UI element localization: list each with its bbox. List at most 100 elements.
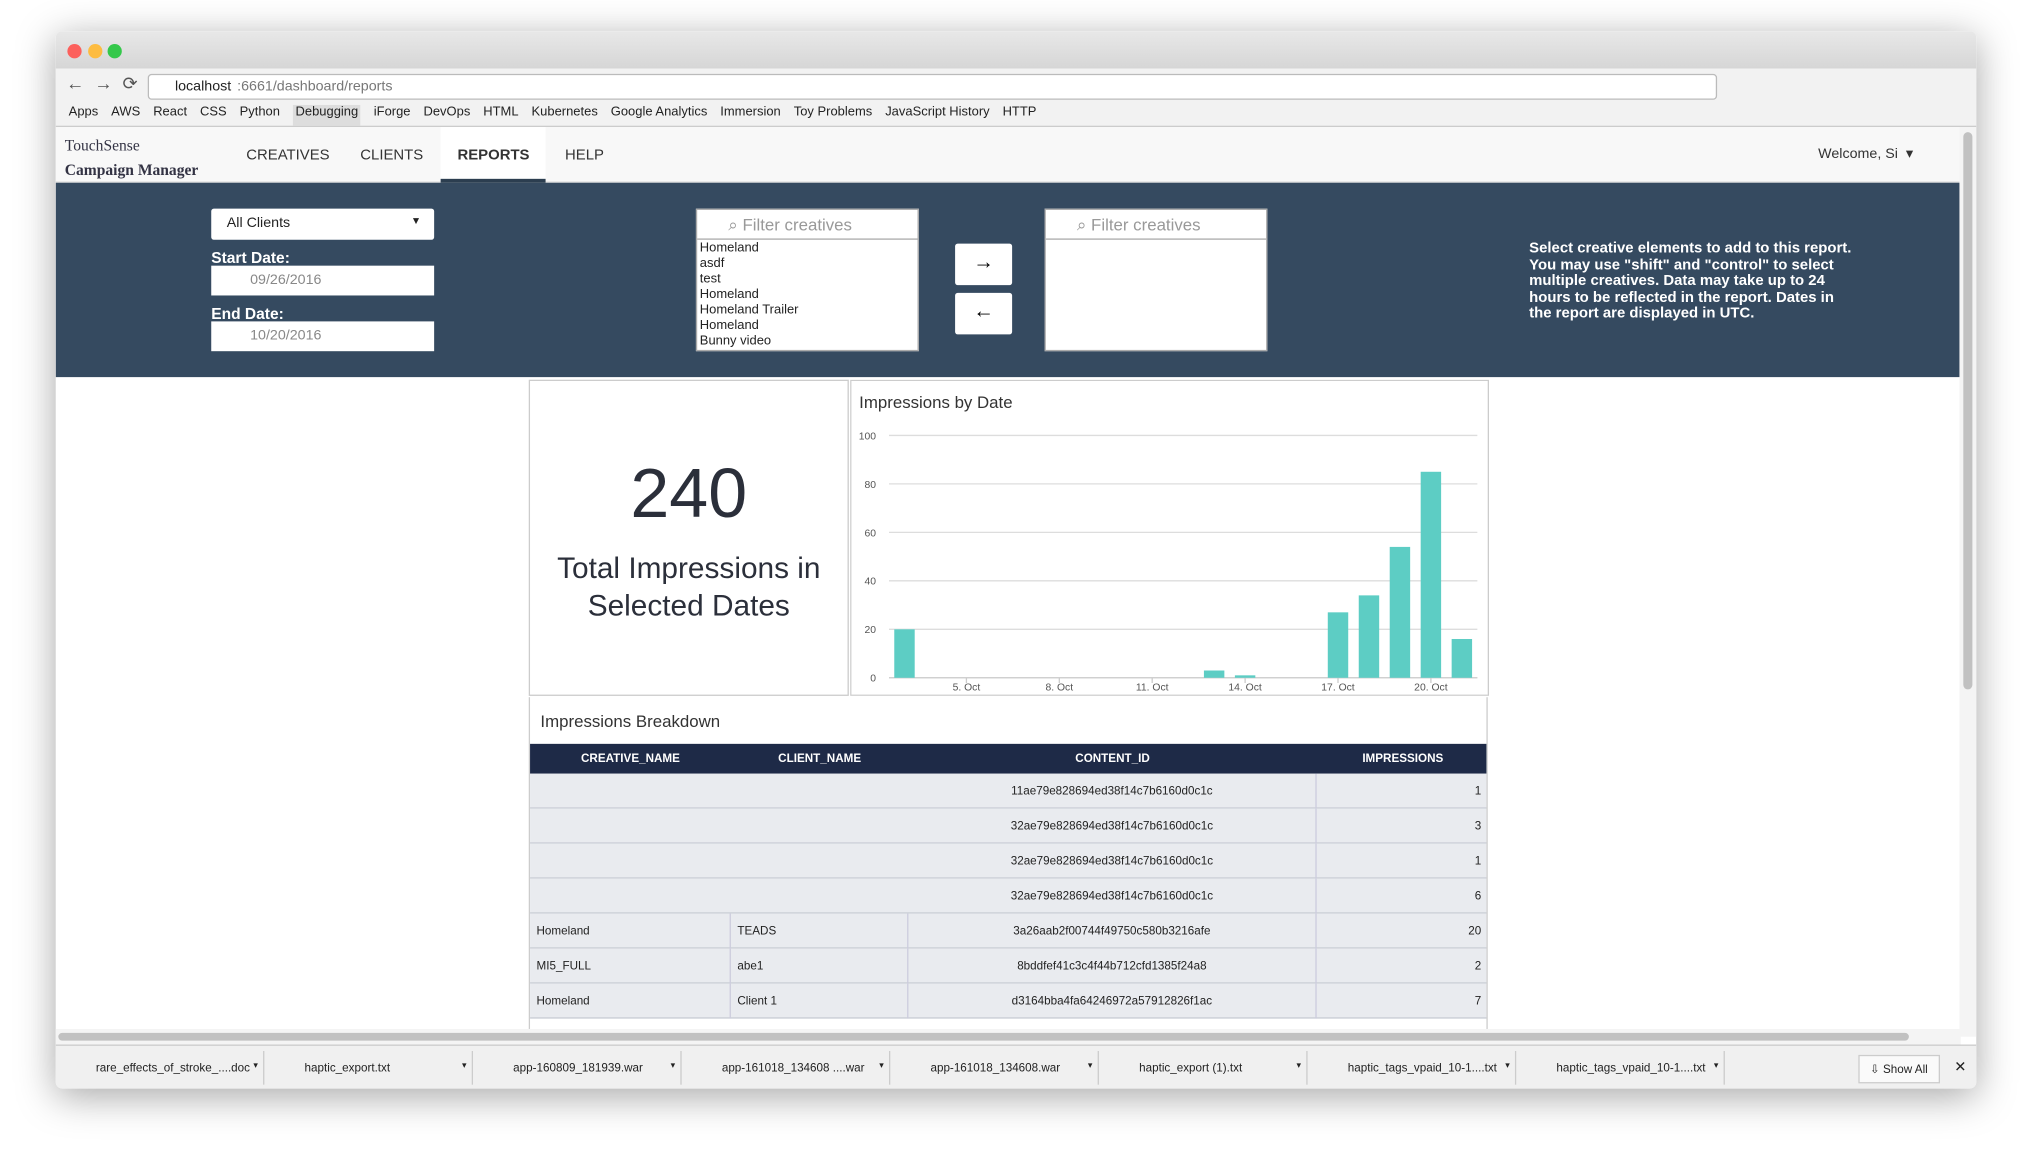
y-tick-label: 100 <box>859 431 877 442</box>
table-cell: MI5_FULL <box>530 948 731 984</box>
selected-list[interactable]: ⌕ Filter creatives <box>1044 208 1268 352</box>
column-header[interactable]: CLIENT_NAME <box>778 751 862 765</box>
download-item[interactable]: haptic_export.txt ▾ <box>268 1050 474 1085</box>
download-menu: ▾ <box>1505 1061 1510 1071</box>
column-header[interactable]: IMPRESSIONS <box>1362 751 1444 765</box>
creative-option[interactable]: Homeland <box>699 241 759 256</box>
close[interactable] <box>67 44 82 59</box>
brand-1: TouchSense <box>64 136 140 155</box>
table-cell: Homeland <box>530 983 731 1019</box>
column-header[interactable]: CONTENT_ID <box>1075 751 1150 765</box>
toolbar: ← → ⟳ localhost :6661/dashboard/reports … <box>55 68 1977 128</box>
bookmark[interactable]: Kubernetes <box>531 104 598 120</box>
nav-buttons[interactable]: ← → ⟳ <box>66 72 138 94</box>
table-cell: 32ae79e828694ed38f14c7b6160d0c1c <box>908 843 1317 879</box>
bar <box>1234 675 1256 678</box>
creative-option[interactable]: test <box>699 272 721 287</box>
bookmarks-bar: Apps AWS React CSS Python Debugging iForge DevO… <box>68 104 1037 126</box>
bookmark[interactable]: AWS <box>111 104 141 120</box>
download-name: app-161018_134608.war <box>930 1061 1061 1075</box>
column-header[interactable]: CREATIVE_NAME <box>580 751 680 765</box>
table-cell: Client 1 <box>731 983 909 1019</box>
table-row: Homeland TEADS 3a26aab2f00744f49750c580b32… <box>530 913 1487 949</box>
table-cell: 2 <box>1317 949 1487 984</box>
table-cell: Homeland <box>530 913 731 949</box>
download-menu: ▾ <box>1296 1061 1302 1071</box>
bookmark[interactable]: Google Analytics <box>610 104 708 120</box>
download-name: haptic_tags_vpaid_10-1....txt <box>1556 1061 1706 1075</box>
bar <box>894 629 915 678</box>
bookmark[interactable]: iForge <box>373 104 411 120</box>
creative-option[interactable]: Homeland <box>699 318 759 334</box>
x-tick-label: 14. Oct <box>1228 683 1262 694</box>
bookmark[interactable]: React <box>153 104 188 120</box>
table-title: Impressions Breakdown <box>540 711 721 731</box>
nav-item[interactable]: CREATIVES <box>246 147 330 164</box>
close-downloads[interactable]: ✕ <box>1954 1060 1967 1076</box>
nav-item[interactable]: REPORTS <box>457 147 530 164</box>
x-tick-label: 17. Oct <box>1321 683 1355 694</box>
bookmark[interactable]: HTTP <box>1002 104 1037 120</box>
download-item[interactable]: app-160809_181939.war ▾ <box>477 1050 682 1085</box>
v-scrollbar[interactable] <box>1959 127 1977 1037</box>
remove-button[interactable]: ← <box>955 292 1013 335</box>
download-name: rare_effects_of_stroke_....doc <box>95 1061 250 1075</box>
table-cell: 6 <box>1317 879 1487 914</box>
filter-input[interactable]: ⌕ Filter creatives <box>1045 210 1267 240</box>
bookmark[interactable]: Apps <box>68 104 99 120</box>
creative-option[interactable]: asdf <box>699 256 725 271</box>
browser-window: ← → ⟳ localhost :6661/dashboard/reports … <box>55 31 1977 1089</box>
bar <box>1420 471 1442 678</box>
h-scrollbar[interactable] <box>55 1028 1961 1045</box>
bookmark[interactable]: CSS <box>200 104 227 120</box>
minimize[interactable] <box>88 44 103 59</box>
y-tick-label: 0 <box>870 674 876 685</box>
show-all[interactable]: ⇩ Show All <box>1858 1054 1940 1084</box>
creative-list: Homeland asdf test Homeland Homeland Trailer… <box>700 241 907 350</box>
bookmark[interactable]: JavaScript History <box>885 104 990 120</box>
bookmark[interactable]: Immersion <box>720 104 781 120</box>
url-bar[interactable]: localhost :6661/dashboard/reports <box>147 73 1718 100</box>
bookmark[interactable]: DevOps <box>423 104 471 120</box>
bookmark[interactable]: Python <box>239 104 280 120</box>
download-item[interactable]: haptic_export (1).txt ▾ <box>1103 1050 1308 1085</box>
nav-item[interactable]: CLIENTS <box>360 147 424 164</box>
creative-option[interactable]: Bunny video <box>699 334 772 349</box>
creative-option[interactable]: Homeland Trailer <box>699 303 799 318</box>
bookmark[interactable]: HTML <box>483 104 519 120</box>
download-menu: ▾ <box>253 1061 258 1071</box>
download-item[interactable]: app-161018_134608.war ▾ <box>894 1050 1099 1085</box>
end-value: 10/20/2016 <box>250 327 322 344</box>
end-input[interactable]: 10/20/2016 <box>211 321 435 352</box>
x-tick-label: 20. Oct <box>1414 683 1448 694</box>
filter-input[interactable]: ⌕ Filter creatives <box>697 210 918 240</box>
available-list[interactable]: ⌕ Filter creatives Homeland asdf test Homel… <box>695 208 919 352</box>
creative-option[interactable]: Homeland <box>699 287 759 302</box>
y-tick-label: 80 <box>865 480 877 491</box>
table-cell: 20 <box>1317 914 1487 949</box>
breakdown-panel: Impressions Breakdown CREATIVE_NAME CLIEN… <box>528 697 1488 1061</box>
table-cell: d3164bba4fa64246972a57912826f1ac <box>908 983 1317 1019</box>
title-bar <box>55 31 1977 69</box>
brand[interactable]: TouchSense Campaign Manager <box>65 136 198 180</box>
bookmark[interactable]: Toy Problems <box>793 104 873 120</box>
table-row: 11ae79e828694ed38f14c7b6160d0c1c 1 <box>530 773 1487 809</box>
download-item[interactable]: haptic_tags_vpaid_10-1....txt ▾ <box>1520 1050 1725 1085</box>
download-item[interactable]: app-161018_134608 ....war ▾ <box>686 1050 891 1085</box>
app-header: TouchSense Campaign Manager CREATIVES CLIE… <box>55 127 1961 183</box>
active-tab <box>440 127 546 183</box>
download-item[interactable]: rare_effects_of_stroke_....doc ▾ <box>60 1050 265 1085</box>
maximize[interactable] <box>107 44 122 59</box>
welcome[interactable]: Welcome, Si ▾ <box>1818 146 1914 162</box>
welcome-text: Welcome, Si <box>1818 146 1898 162</box>
add-button[interactable]: → <box>955 243 1013 286</box>
download-name: haptic_tags_vpaid_10-1....txt <box>1347 1061 1497 1075</box>
nav-item[interactable]: HELP <box>565 147 604 164</box>
table-row: Homeland Client 1 d3164bba4fa64246972a5791… <box>530 983 1487 1019</box>
client-select[interactable]: All Clients ▼ <box>211 208 435 240</box>
download-item[interactable]: haptic_tags_vpaid_10-1....txt ▾ <box>1311 1050 1517 1085</box>
total-label: Total Impressions in Selected Dates <box>557 550 821 623</box>
start-input[interactable]: 09/26/2016 <box>211 265 435 296</box>
bookmark[interactable]: Debugging <box>292 104 361 126</box>
brand-2: Campaign Manager <box>64 160 199 179</box>
